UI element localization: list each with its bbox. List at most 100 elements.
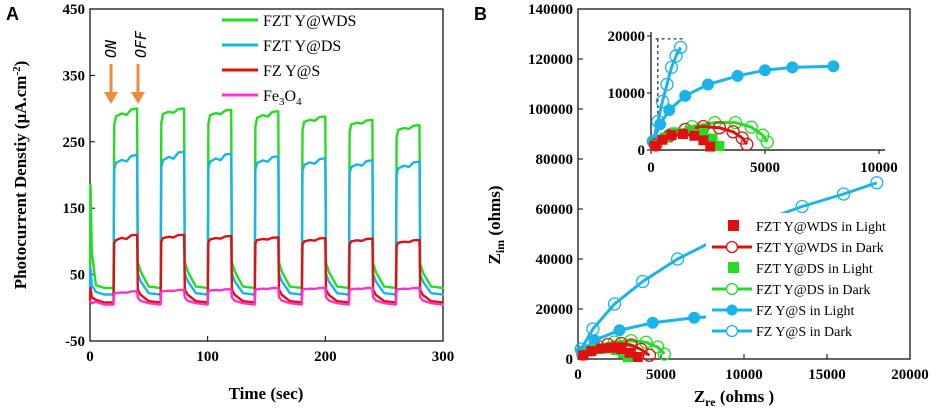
panel-a: A -50 50 150 250 350 450 0 100 200 300 ON OFF FZT… <box>6 2 454 403</box>
b-fzt-y-ds-in-dark-point-4 <box>639 335 653 349</box>
legend-a-label-1: FZT Y@DS <box>263 38 341 55</box>
b-fzt-y-wds-in-light-point-0 <box>577 350 588 361</box>
inset-ticks: 0 10000 20000 0 5000 10000 <box>608 28 902 176</box>
b-ytick-label-1: 20000 <box>536 302 574 318</box>
inset-fz-y-s-in-light-inset--point-8 <box>827 60 840 73</box>
b-fz-y-s-in-light-point-4 <box>688 311 701 324</box>
inset-fzt-y-ds-in-light-inset--point-4 <box>698 127 709 138</box>
b-fz-y-s-in-dark-point-9 <box>870 176 884 190</box>
b-fzt-y-wds-in-light-point-5 <box>624 347 635 358</box>
inset-fzt-y-wds-in-light-inset--point-6 <box>705 141 716 152</box>
b-fzt-y-ds-in-dark-point-3 <box>624 334 638 348</box>
a-ytick-label-1: 50 <box>70 268 85 284</box>
b-fzt-y-wds-in-light-point-2 <box>596 343 607 354</box>
b-xtick-label-3: 15000 <box>808 367 846 383</box>
inset-fz-y-s-in-light-inset--point-2 <box>663 104 676 117</box>
panel-a-frame <box>89 8 444 342</box>
panel-a-ticks: -50 50 150 250 350 450 0 100 200 300 <box>63 2 455 365</box>
inset-fz-y-s-in-light-inset--point-3 <box>679 89 692 102</box>
inset-xtick-label-2: 10000 <box>860 160 898 176</box>
b-xtick-label-1: 5000 <box>646 367 676 383</box>
a-ytick-label-0: -50 <box>65 334 85 350</box>
inset-fzt-y-wds-in-dark-inset--point-7 <box>740 137 754 151</box>
a-ytick-label-4: 350 <box>63 68 86 84</box>
a-ytick-label-3: 250 <box>63 135 86 151</box>
inset-fzt-y-ds-in-dark-inset--point-7 <box>760 135 774 149</box>
panel-a-ylabel: Photocurrent Denstiy (μA.cm-2) <box>11 61 30 290</box>
a-ytick-label-5: 450 <box>63 2 86 18</box>
b-fz-y-s-in-dark-point-3 <box>636 274 650 289</box>
inset-fzt-y-ds-in-light-inset--point-6 <box>714 141 725 152</box>
legend-b-2-marker <box>728 262 739 273</box>
inset-fzt-y-ds-in-light-inset--point-3 <box>684 125 695 136</box>
b-fz-y-s-in-dark-point-7 <box>795 199 809 214</box>
b-fzt-y-wds-in-light-point-6 <box>632 352 643 362</box>
annotation-on: ON <box>102 39 120 58</box>
inset-fz-y-s-in-dark-inset--point-2 <box>655 94 670 109</box>
b-fz-y-s-in-light-point-2 <box>613 324 626 337</box>
a-xtick-label-0: 0 <box>86 349 94 365</box>
panel-b-ticks: 0200004000060000800001000001200001400000… <box>528 2 929 383</box>
a-series-fzt-y-wds <box>88 107 445 290</box>
inset-fz-y-s-in-light-inset--point-6 <box>759 64 771 77</box>
panel-a-xlabel: Time (sec) <box>229 384 304 403</box>
legend-b-3-marker <box>725 282 739 296</box>
inset-fz-y-s-in-dark-inset--line <box>651 46 682 142</box>
inset-fz-y-s-in-light-inset--point-4 <box>702 78 714 91</box>
b-fz-y-s-in-light-point-1 <box>588 334 601 347</box>
inset-fzt-y-wds-in-dark-inset--point-4 <box>712 121 727 135</box>
b-ytick-label-0: 0 <box>566 352 574 368</box>
inset-fzt-y-wds-in-light-inset--point-3 <box>677 129 688 140</box>
off-arrow <box>131 64 145 104</box>
panel-b-inset: 0 10000 20000 0 5000 10000 <box>608 28 902 176</box>
b-ytick-label-6: 120000 <box>528 52 573 68</box>
b-fzt-y-wds-in-light-point-1 <box>586 346 597 356</box>
b-fz-y-s-in-dark-line <box>580 181 878 350</box>
inset-fzt-y-wds-in-light-inset--point-2 <box>666 130 677 141</box>
panel-b-xlabel: Zre (ohms ) <box>694 387 774 409</box>
b-fz-y-s-in-dark-point-4 <box>670 252 685 266</box>
a-series-fzt-y-ds <box>88 150 445 297</box>
panel-b-label: B <box>474 4 487 24</box>
legend-b-3-label: FZT Y@DS in Dark <box>756 283 870 298</box>
b-xtick-label-4: 20000 <box>891 367 929 383</box>
b-fz-y-s-in-dark-point-8 <box>836 187 851 201</box>
inset-xtick-label-0: 0 <box>647 160 655 176</box>
panel-b-ylabel: Zim (ohms) <box>485 186 507 265</box>
a-ytick-label-2: 150 <box>63 201 86 217</box>
inset-fz-y-s-in-light-inset--point-7 <box>786 61 799 74</box>
panel-b: B 02000040000600008000010000012000014000… <box>474 2 929 409</box>
inset-fz-y-s-in-dark-inset--point-6 <box>673 40 688 55</box>
inset-fzt-y-ds-in-dark-inset--point-5 <box>744 120 758 134</box>
legend-b-1-label: FZT Y@WDS in Dark <box>756 241 884 256</box>
b-ytick-label-3: 60000 <box>536 202 574 218</box>
a-xtick-label-1: 100 <box>196 349 219 365</box>
inset-ytick-label-0: 0 <box>638 143 646 159</box>
inset-fz-y-s-in-dark-inset--point-5 <box>669 49 683 63</box>
legend-b-2-label: FZT Y@DS in Light <box>756 262 873 277</box>
inset-fzt-y-wds-in-light-inset--point-1 <box>657 134 668 145</box>
b-ytick-label-4: 80000 <box>536 152 574 168</box>
b-fzt-y-ds-in-dark-point-6 <box>657 347 671 361</box>
inset-fz-y-s-in-light-inset--point-5 <box>731 69 744 82</box>
a-series-fe3o4 <box>88 286 445 307</box>
a-series-fz-y-s <box>88 233 445 305</box>
b-fzt-y-ds-in-dark-point-5 <box>651 340 665 354</box>
inset-series <box>646 40 840 152</box>
a-xtick-label-3: 300 <box>432 349 455 365</box>
inset-fzt-y-wds-in-dark-inset--point-5 <box>726 125 740 139</box>
legend-b-5-marker <box>725 324 739 338</box>
legend-b-0-label: FZT Y@WDS in Light <box>756 220 886 235</box>
inset-ytick-label-1: 10000 <box>608 86 646 102</box>
b-fzt-y-wds-in-dark-point-6 <box>642 348 657 362</box>
inset-fzt-y-wds-in-light-inset--point-5 <box>698 135 709 146</box>
legend-a-label-0: FZT Y@WDS <box>263 13 356 30</box>
b-fzt-y-wds-in-light-point-4 <box>616 344 627 354</box>
b-xtick-label-0: 0 <box>574 367 582 383</box>
panel-b-series <box>574 176 884 363</box>
b-ytick-label-5: 100000 <box>528 102 573 118</box>
annotation-off: OFF <box>132 30 150 58</box>
panel-a-series <box>88 107 445 307</box>
inset-fzt-y-wds-in-light-inset--point-4 <box>689 130 700 141</box>
